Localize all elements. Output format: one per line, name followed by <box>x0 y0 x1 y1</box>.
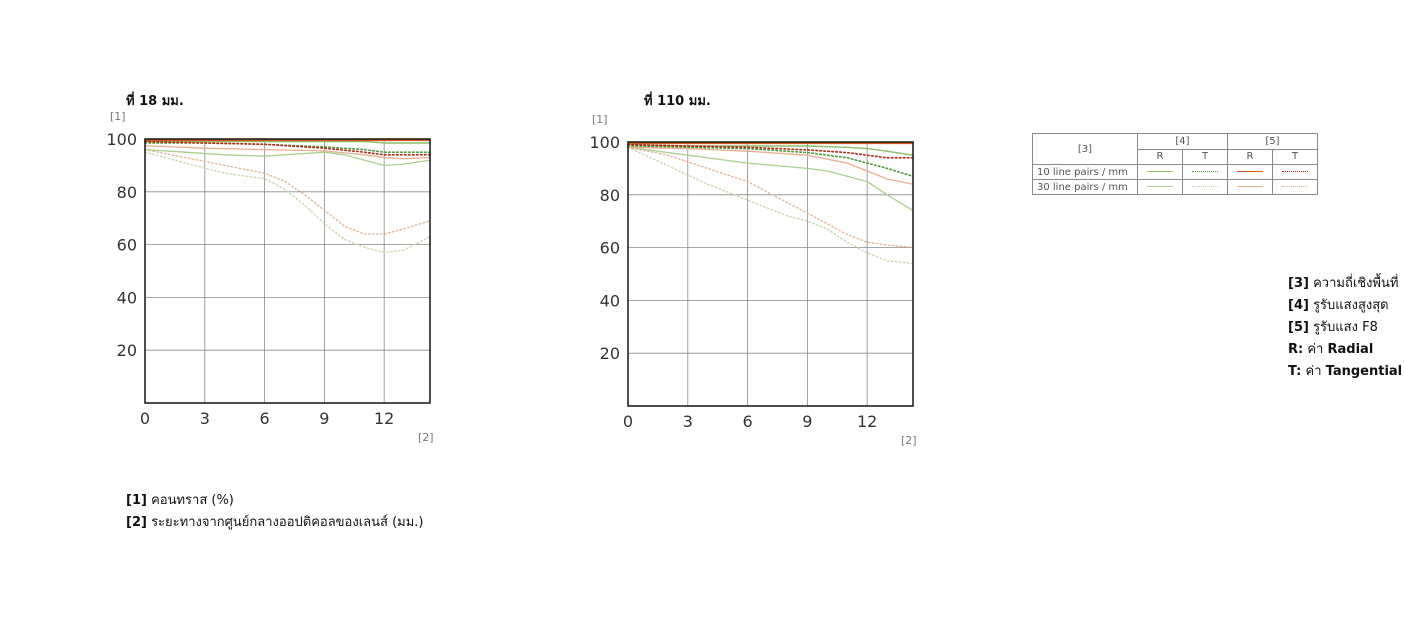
note-4-key: [4] <box>1288 298 1309 313</box>
chart-1-xtick-12: 12 <box>374 409 394 428</box>
legend-swatch-10-max-t <box>1182 164 1228 180</box>
chart-2-ytick-100: 100 <box>589 133 620 152</box>
chart-2-ytick-60: 60 <box>600 239 620 258</box>
legend-swatch-30-f8-t <box>1272 179 1318 195</box>
chart-1-series-30-f8-t <box>144 148 431 235</box>
legend-header-frequency: [3] <box>1032 133 1138 165</box>
chart-2: 0 3 6 9 12 20 40 60 80 100 [1] [2] <box>589 113 916 447</box>
note-t: T: ค่า Tangential <box>1288 361 1404 383</box>
note-5: [5] รูรับแสง F8 <box>1288 317 1404 339</box>
legend-header-f8: [5] <box>1227 133 1318 150</box>
chart-2-ytick-20: 20 <box>600 344 620 363</box>
note-r: R: ค่า Radial <box>1288 339 1404 361</box>
chart-1-xlabel: [2] <box>418 431 434 444</box>
legend-col-f8-r: R <box>1227 148 1273 165</box>
note-3: [3] ความถี่เชิงพื้นที่ <box>1288 273 1404 295</box>
note-1: [1] คอนทราส (%) <box>126 490 426 512</box>
chart-2-xtick-12: 12 <box>857 412 877 431</box>
chart-1: 0 3 6 9 12 20 40 60 80 100 [1] [2] <box>106 110 433 444</box>
legend-col-max-t: T <box>1182 148 1228 165</box>
chart-1-frame <box>144 138 431 404</box>
legend-table: [3] [4] [5] R T R T 10 line pairs / mm 3… <box>1032 133 1318 195</box>
note-1-text: คอนทราส (%) <box>151 493 234 508</box>
chart-2-xlabel: [2] <box>901 434 917 447</box>
legend-swatch-10-max-r <box>1137 164 1183 180</box>
chart-2-frame <box>627 141 914 407</box>
chart-2-xtick-3: 3 <box>683 412 693 431</box>
legend-col-max-r: R <box>1137 148 1183 165</box>
note-t-text: Tangential <box>1325 364 1403 379</box>
chart-2-series-30-f8-r <box>627 146 914 185</box>
chart-2-series-10-f8-t <box>627 143 914 159</box>
note-3-text: ความถี่เชิงพื้นที่ <box>1313 276 1399 291</box>
note-r-key: R: <box>1288 342 1304 357</box>
notes-right: [3] ความถี่เชิงพื้นที่ [4] รูรับแสงสูงสุ… <box>1288 273 1404 383</box>
note-4: [4] รูรับแสงสูงสุด <box>1288 295 1404 317</box>
chart-2-series-10-max-r <box>627 143 914 156</box>
chart-1-ytick-40: 40 <box>117 288 137 307</box>
chart-1-ytick-20: 20 <box>117 341 137 360</box>
chart-1-ytick-100: 100 <box>106 130 137 149</box>
note-t-key: T: <box>1288 364 1302 379</box>
chart-1-xtick-6: 6 <box>259 409 269 428</box>
notes-left: [1] คอนทราส (%) [2] ระยะทางจากศูนย์กลางอ… <box>126 490 426 534</box>
chart-2-title: ที่ 110 มม. <box>644 94 711 109</box>
chart-1-ytick-60: 60 <box>117 236 137 255</box>
chart-2-ytick-80: 80 <box>600 186 620 205</box>
note-1-key: [1] <box>126 493 147 508</box>
legend-row-30lp: 30 line pairs / mm <box>1032 179 1138 195</box>
chart-1-series-30-f8-r <box>144 144 431 160</box>
note-3-key: [3] <box>1288 276 1309 291</box>
chart-2-ytick-40: 40 <box>600 291 620 310</box>
note-t-pre: ค่า <box>1305 364 1322 379</box>
legend-header-max-aperture: [4] <box>1137 133 1228 150</box>
chart-2-ylabel: [1] <box>592 113 608 126</box>
chart-1-series-10-f8-t <box>144 140 431 156</box>
chart-2-series-30-max-r <box>627 146 914 212</box>
chart-2-xtick-9: 9 <box>802 412 812 431</box>
chart-1-series-30-max-t <box>144 151 431 254</box>
chart-1-series-30-max-r <box>144 148 431 167</box>
chart-1-xtick-0: 0 <box>140 409 150 428</box>
note-5-key: [5] <box>1288 320 1309 335</box>
chart-1-ytick-80: 80 <box>117 183 137 202</box>
note-r-text: Radial <box>1327 342 1374 357</box>
note-5-text: รูรับแสง F8 <box>1313 320 1378 335</box>
chart-2-series-30-max-t <box>627 146 914 265</box>
note-2-key: [2] <box>126 515 147 530</box>
chart-1-ylabel: [1] <box>110 110 126 123</box>
legend-swatch-10-f8-t <box>1272 164 1318 180</box>
note-2-text: ระยะทางจากศูนย์กลางออปติคอลของเลนส์ (มม.… <box>151 515 424 530</box>
chart-1-series-10-max-r <box>144 140 431 144</box>
chart-2-series-30-f8-t <box>627 146 914 249</box>
chart-2-xtick-0: 0 <box>623 412 633 431</box>
chart-2-series-10-max-t <box>627 145 914 178</box>
chart-1-xtick-9: 9 <box>319 409 329 428</box>
legend-swatch-30-max-t <box>1182 179 1228 195</box>
note-4-text: รูรับแสงสูงสุด <box>1313 298 1389 313</box>
chart-1-title: ที่ 18 มม. <box>126 94 184 109</box>
note-2: [2] ระยะทางจากศูนย์กลางออปติคอลของเลนส์ … <box>126 512 426 534</box>
note-r-pre: ค่า <box>1307 342 1324 357</box>
legend-swatch-10-f8-r <box>1227 164 1273 180</box>
chart-1-xtick-3: 3 <box>200 409 210 428</box>
legend-swatch-30-max-r <box>1137 179 1183 195</box>
legend-col-f8-t: T <box>1272 148 1318 165</box>
legend-swatch-30-f8-r <box>1227 179 1273 195</box>
chart-2-xtick-6: 6 <box>742 412 752 431</box>
legend-row-10lp: 10 line pairs / mm <box>1032 164 1138 180</box>
